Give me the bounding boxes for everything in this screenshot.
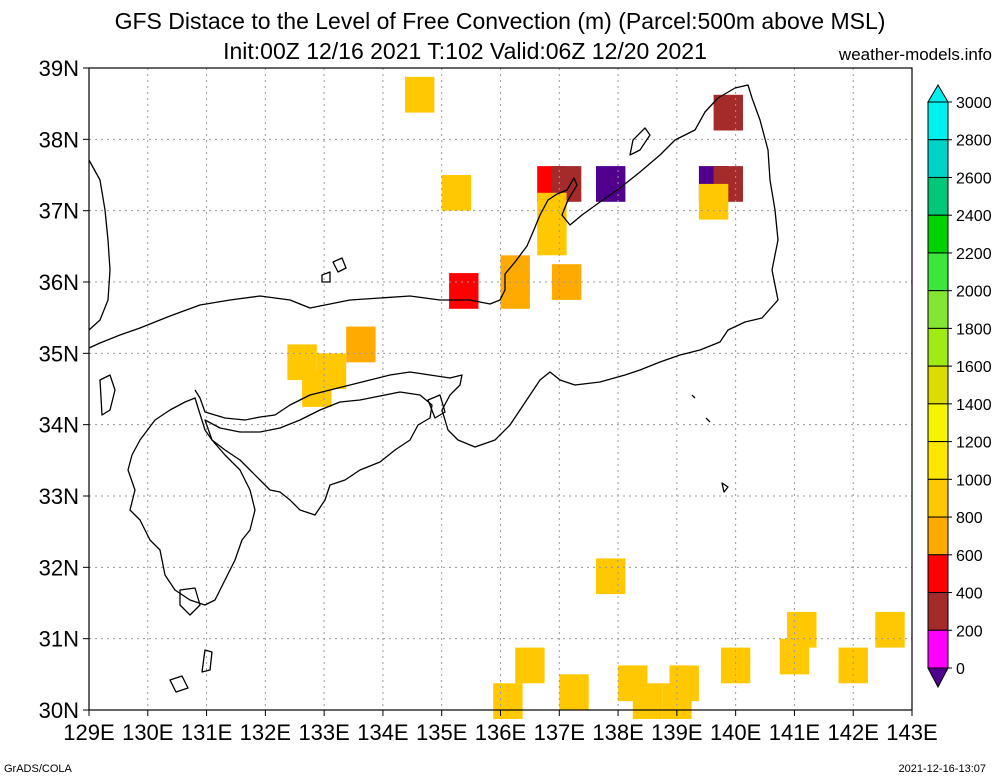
lon-tick-label: 136E — [475, 720, 526, 745]
field-cell — [720, 647, 751, 684]
colorbar-segment — [927, 327, 949, 367]
field-cell — [559, 674, 589, 710]
lon-tick-label: 130E — [122, 720, 173, 745]
colorbar-label: 1200 — [956, 435, 992, 452]
colorbar-segment — [927, 214, 949, 254]
footer-software: GrADS/COLA — [4, 763, 72, 775]
colorbar-segment — [927, 478, 949, 518]
footer-timestamp: 2021-12-16-13:07 — [898, 763, 986, 775]
field-cell — [713, 94, 743, 131]
colorbar-label: 2200 — [956, 246, 992, 263]
colorbar-segment — [927, 176, 949, 216]
map-title: GFS Distace to the Level of Free Convect… — [114, 8, 886, 34]
field-cell — [441, 175, 472, 211]
lat-tick-label: 38N — [39, 127, 79, 152]
lon-tick-label: 131E — [181, 720, 232, 745]
colorbar-segment — [927, 592, 949, 631]
lon-tick-label: 140E — [710, 720, 761, 745]
colorbar-segment — [927, 554, 949, 594]
field-cell — [515, 647, 545, 684]
colorbar-segment — [927, 629, 949, 669]
lon-tick-label: 129E — [63, 720, 114, 745]
colorbar-arrow-bottom — [927, 667, 949, 689]
coastline — [88, 84, 779, 693]
lon-tick-label: 138E — [592, 720, 643, 745]
lon-tick-label: 134E — [357, 720, 408, 745]
lon-tick-label: 137E — [534, 720, 585, 745]
lat-tick-label: 32N — [39, 555, 79, 580]
lon-tick-label: 139E — [651, 720, 702, 745]
colorbar: 3000280026002400220020001800160014001200… — [927, 84, 992, 689]
field-cell — [493, 683, 523, 719]
colorbar-label: 1400 — [956, 397, 992, 414]
field-cell — [875, 611, 905, 648]
field-cell — [838, 647, 868, 684]
colorbar-segment — [927, 516, 949, 556]
lon-tick-label: 135E — [416, 720, 467, 745]
field-cell — [596, 166, 626, 202]
field-cell — [669, 665, 699, 702]
colorbar-arrow-top — [927, 84, 949, 103]
lon-tick-label: 143E — [886, 720, 937, 745]
lat-tick-label: 30N — [39, 698, 79, 723]
lat-tick-label: 39N — [39, 56, 79, 81]
colorbar-label: 600 — [956, 548, 983, 565]
colorbar-label: 400 — [956, 586, 983, 603]
colorbar-label: 1000 — [956, 472, 992, 489]
field-cell — [698, 183, 729, 220]
colorbar-label: 200 — [956, 623, 983, 640]
colorbar-label: 2800 — [956, 133, 992, 150]
lat-tick-label: 34N — [39, 413, 79, 438]
field-cell — [632, 683, 663, 719]
map-frame: 129E 130E 131E 132E 133E 134E 135E 136E 137E 138E… — [39, 56, 938, 745]
lon-tick-label: 132E — [240, 720, 291, 745]
lat-tick-label: 33N — [39, 484, 79, 509]
colorbar-segment — [927, 101, 949, 141]
colorbar-segment — [927, 441, 949, 480]
colorbar-segment — [927, 252, 949, 292]
colorbar-segment — [927, 365, 949, 405]
field-cell — [537, 219, 567, 256]
field-cell — [405, 76, 435, 113]
field-cell — [449, 273, 479, 309]
lon-tick-label: 133E — [298, 720, 349, 745]
field-cell — [302, 371, 332, 407]
colorbar-label: 800 — [956, 510, 983, 527]
site-credit: weather-models.info — [838, 45, 992, 64]
lat-tick-label: 37N — [39, 199, 79, 224]
colorbar-label: 0 — [956, 661, 965, 678]
lon-tick-label: 142E — [828, 720, 879, 745]
colorbar-label: 2400 — [956, 208, 992, 225]
colorbar-segment — [927, 403, 949, 443]
colorbar-segment — [927, 139, 949, 178]
colorbar-label: 1600 — [956, 359, 992, 376]
colorbar-label: 2000 — [956, 284, 992, 301]
colorbar-label: 1800 — [956, 321, 992, 338]
colorbar-segment — [927, 290, 949, 329]
lon-tick-label: 141E — [769, 720, 820, 745]
lat-tick-label: 31N — [39, 627, 79, 652]
map-subtitle: Init:00Z 12/16 2021 T:102 Valid:06Z 12/2… — [223, 38, 707, 64]
field-cell — [596, 558, 626, 595]
field-cell — [346, 326, 376, 363]
colorbar-label: 2600 — [956, 170, 992, 187]
colorbar-label: 3000 — [956, 95, 992, 112]
shaded-field — [287, 76, 905, 719]
lat-tick-label: 35N — [39, 341, 79, 366]
field-cell — [787, 611, 817, 648]
lat-tick-label: 36N — [39, 270, 79, 295]
